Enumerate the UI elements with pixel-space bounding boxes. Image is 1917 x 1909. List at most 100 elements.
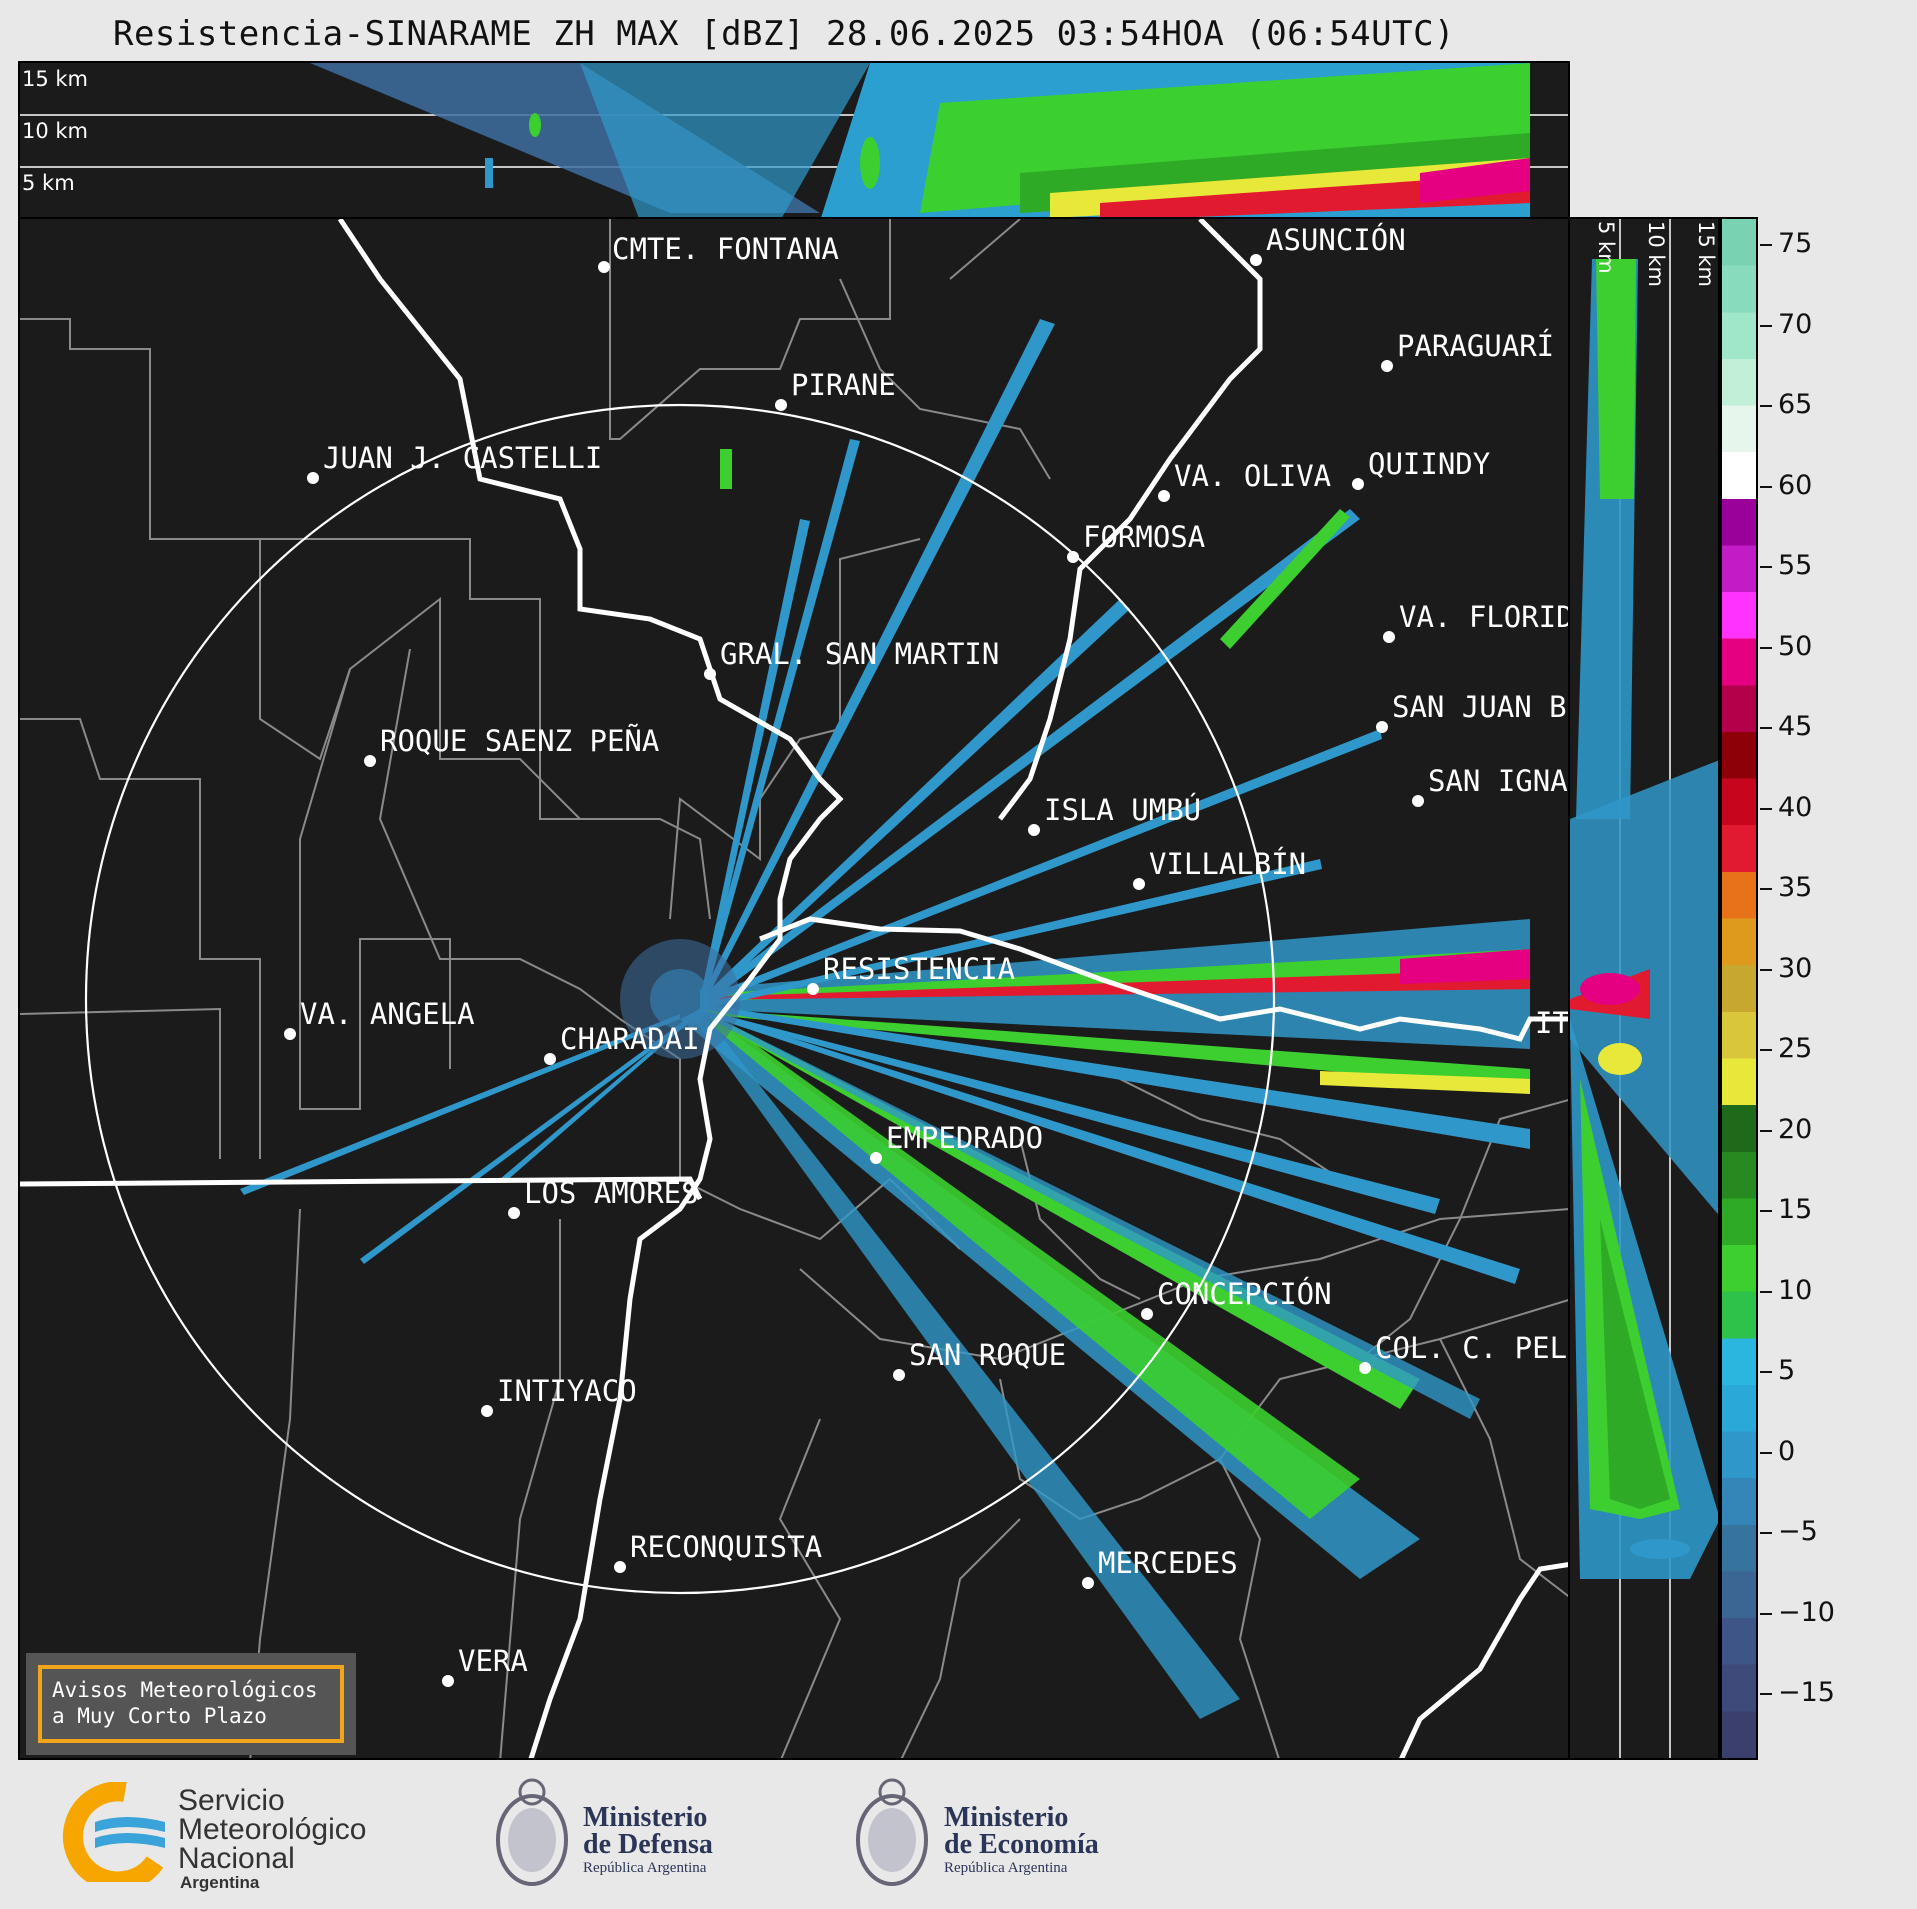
city-label: VERA xyxy=(458,1644,528,1678)
city-label: RECONQUISTA xyxy=(630,1530,822,1564)
city-marker: RECONQUISTA xyxy=(614,1530,822,1573)
city-marker: FORMOSA xyxy=(1067,520,1205,563)
city-label: VA. ANGELA xyxy=(300,997,475,1031)
colorbar-tick-label: 45 xyxy=(1778,711,1813,742)
aviso-line-1: Avisos Meteorológicos xyxy=(52,1678,318,1702)
colorbar-tick xyxy=(1760,807,1772,810)
economia-logo-text: Ministerio de Economía República Argenti… xyxy=(944,1804,1099,1878)
city-dot xyxy=(307,472,319,484)
colorbar-tick xyxy=(1760,324,1772,327)
city-label: PARAGUARÍ xyxy=(1397,329,1554,363)
city-dot xyxy=(1082,1577,1094,1589)
colorbar-tick-label: 10 xyxy=(1778,1274,1813,1306)
colorbar-tick xyxy=(1760,1693,1772,1695)
aviso-link[interactable]: Avisos Meteorológicos a Muy Corto Plazo xyxy=(38,1665,344,1743)
colorbar-tick-label: 75 xyxy=(1778,228,1813,259)
side-cross-section-panel: 5 km 10 km 15 km xyxy=(1568,217,1720,1760)
city-dot xyxy=(1359,1362,1371,1374)
colorbar-tick xyxy=(1760,1451,1772,1454)
defensa-line-1: Ministerio xyxy=(583,1802,708,1833)
smn-logo-text: Servicio Meteorológico Nacional Argentin… xyxy=(178,1786,366,1893)
colorbar-tick-label: 20 xyxy=(1778,1113,1813,1145)
height-label-5km-side: 5 km xyxy=(1594,221,1618,274)
colorbar-tick xyxy=(1760,405,1772,407)
colorbar-tick xyxy=(1760,566,1772,568)
city-label: LOS AMORES xyxy=(524,1176,699,1210)
dbz-colorbar xyxy=(1720,217,1758,1760)
economia-line-2: de Economía xyxy=(944,1829,1099,1860)
city-dot xyxy=(704,668,716,680)
colorbar-tick xyxy=(1760,646,1772,649)
rivers-and-borders xyxy=(20,219,1568,1758)
colorbar-tick xyxy=(1760,1290,1772,1293)
colorbar-tick-label: 65 xyxy=(1778,389,1813,420)
city-label: JUAN J. CASTELLI xyxy=(323,441,602,475)
city-label: ROQUE SAENZ PEÑA xyxy=(380,724,659,758)
city-marker: LOS AMORES xyxy=(508,1176,699,1219)
smn-logo-icon xyxy=(62,1782,165,1882)
city-marker: SAN JUAN B xyxy=(1376,690,1567,733)
radar-map-svg: CMTE. FONTANA ASUNCIÓN PIRANE PARAGUARÍ JUAN… xyxy=(20,219,1570,1758)
city-dot xyxy=(1250,254,1262,266)
city-label: VA. FLORIDA xyxy=(1399,600,1570,634)
city-label: MERCEDES xyxy=(1098,1546,1238,1580)
city-label: IT xyxy=(1535,1006,1570,1040)
city-marker: RESISTENCIA xyxy=(807,952,1015,995)
colorbar-tick-label: 55 xyxy=(1778,550,1813,581)
city-dot xyxy=(442,1675,454,1687)
city-dot xyxy=(893,1369,905,1381)
city-marker: QUIINDY xyxy=(1352,447,1490,490)
top-cross-section-panel: 15 km 10 km 5 km xyxy=(18,61,1570,219)
height-label-15km: 15 km xyxy=(22,67,89,91)
city-label: ISLA UMBÚ xyxy=(1044,793,1201,827)
colorbar-tick-label: 50 xyxy=(1778,630,1813,662)
city-label: INTIYACO xyxy=(497,1374,637,1408)
colorbar-tick-label: 60 xyxy=(1778,469,1813,501)
aviso-box[interactable]: Avisos Meteorológicos a Muy Corto Plazo xyxy=(26,1653,356,1755)
city-dot xyxy=(508,1207,520,1219)
height-label-10km-side: 10 km xyxy=(1644,221,1668,288)
smn-line-3: Nacional xyxy=(178,1842,295,1875)
city-markers-layer: CMTE. FONTANA ASUNCIÓN PIRANE PARAGUARÍ JUAN… xyxy=(284,223,1570,1687)
city-dot xyxy=(598,261,610,273)
city-marker: VERA xyxy=(442,1644,528,1687)
colorbar-tick-label: 5 xyxy=(1778,1355,1796,1386)
radar-map[interactable]: CMTE. FONTANA ASUNCIÓN PIRANE PARAGUARÍ JUAN… xyxy=(18,217,1570,1760)
economia-sub: República Argentina xyxy=(944,1860,1068,1876)
colorbar-tick-label: −10 xyxy=(1778,1596,1835,1628)
city-marker: ISLA UMBÚ xyxy=(1028,793,1201,836)
height-label-15km-side: 15 km xyxy=(1694,221,1718,288)
colorbar-tick-label: 70 xyxy=(1778,308,1813,340)
city-marker: SAN IGNA xyxy=(1412,764,1568,807)
colorbar-tick xyxy=(1760,1371,1772,1373)
city-label: GRAL. SAN MARTIN xyxy=(720,637,999,671)
colorbar-tick xyxy=(1760,727,1772,729)
city-label: PIRANE xyxy=(791,368,896,402)
city-dot xyxy=(544,1053,556,1065)
colorbar-tick xyxy=(1760,968,1772,971)
colorbar-tick-label: 0 xyxy=(1778,1435,1796,1467)
city-marker: SAN ROQUE xyxy=(893,1338,1066,1381)
colorbar-tick-label: 25 xyxy=(1778,1033,1813,1064)
map-title: Resistencia-SINARAME ZH MAX [dBZ] 28.06.… xyxy=(112,14,1456,54)
city-marker: CONCEPCIÓN xyxy=(1141,1277,1332,1320)
city-marker: INTIYACO xyxy=(481,1374,637,1417)
city-marker: CHARADAI xyxy=(544,1022,700,1065)
city-dot xyxy=(1352,478,1364,490)
defensa-sub: República Argentina xyxy=(583,1860,707,1876)
city-marker: GRAL. SAN MARTIN xyxy=(704,637,999,680)
colorbar-tick xyxy=(1760,1049,1772,1051)
city-marker: ROQUE SAENZ PEÑA xyxy=(364,724,659,767)
colorbar-tick xyxy=(1760,1612,1772,1615)
city-dot xyxy=(807,983,819,995)
top-cross-section-echoes xyxy=(20,63,1568,217)
city-label: VA. OLIVA xyxy=(1174,459,1331,493)
city-dot xyxy=(775,399,787,411)
side-cross-section-echoes xyxy=(1570,219,1718,1758)
city-dot xyxy=(1412,795,1424,807)
city-label: SAN JUAN B xyxy=(1392,690,1567,724)
city-marker: ASUNCIÓN xyxy=(1250,223,1406,266)
city-dot xyxy=(870,1152,882,1164)
city-label: RESISTENCIA xyxy=(823,952,1015,986)
city-dot xyxy=(1381,360,1393,372)
